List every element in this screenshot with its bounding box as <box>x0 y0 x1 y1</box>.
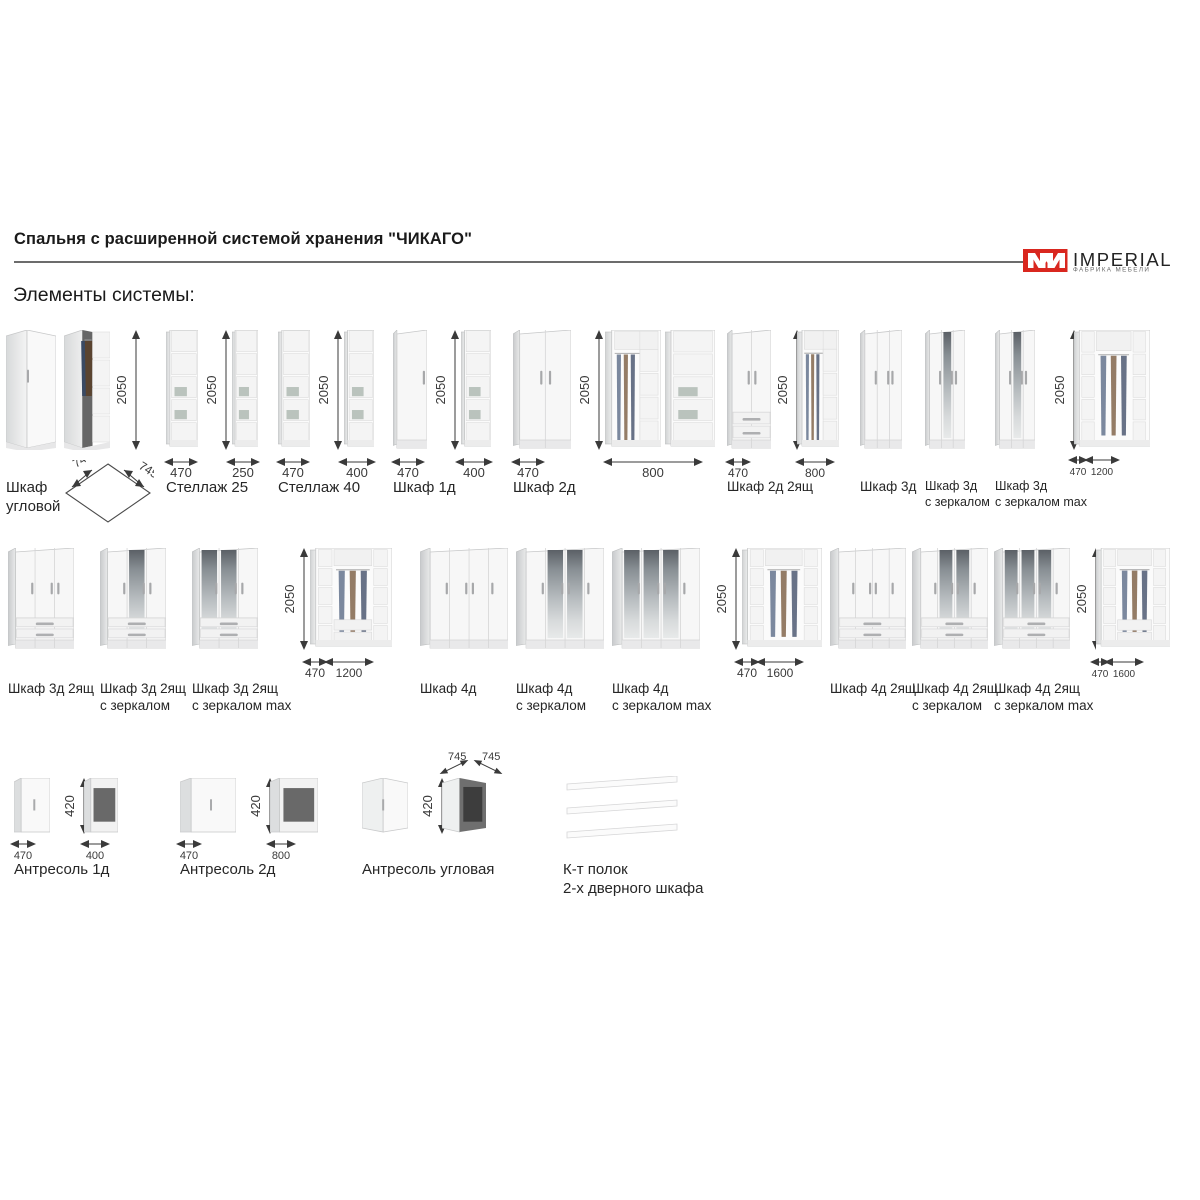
svg-text:400: 400 <box>463 465 485 480</box>
svg-text:2050: 2050 <box>435 376 448 405</box>
svg-text:470: 470 <box>305 666 325 680</box>
svg-text:745: 745 <box>136 460 154 481</box>
svg-text:ФАБРИКА МЕБЕЛИ: ФАБРИКА МЕБЕЛИ <box>1073 267 1150 273</box>
svg-text:1600: 1600 <box>767 666 794 680</box>
svg-text:470: 470 <box>737 666 757 680</box>
svg-text:2050: 2050 <box>284 585 297 614</box>
svg-text:2050: 2050 <box>1054 376 1067 405</box>
svg-text:2050: 2050 <box>1076 585 1089 614</box>
svg-text:420: 420 <box>250 795 263 817</box>
svg-text:1600: 1600 <box>1113 669 1136 680</box>
svg-text:745: 745 <box>448 752 466 763</box>
svg-text:2050: 2050 <box>318 376 331 405</box>
svg-text:2050: 2050 <box>716 585 729 614</box>
svg-text:745: 745 <box>70 460 95 471</box>
svg-text:1200: 1200 <box>336 666 363 680</box>
svg-text:2050: 2050 <box>206 376 219 405</box>
svg-text:2050: 2050 <box>579 376 592 405</box>
svg-text:420: 420 <box>422 795 435 817</box>
svg-text:800: 800 <box>642 465 664 480</box>
svg-text:1200: 1200 <box>1091 467 1114 478</box>
svg-text:2050: 2050 <box>116 376 129 405</box>
svg-text:420: 420 <box>64 795 77 817</box>
svg-text:745: 745 <box>482 752 500 763</box>
svg-text:2050: 2050 <box>777 376 790 405</box>
